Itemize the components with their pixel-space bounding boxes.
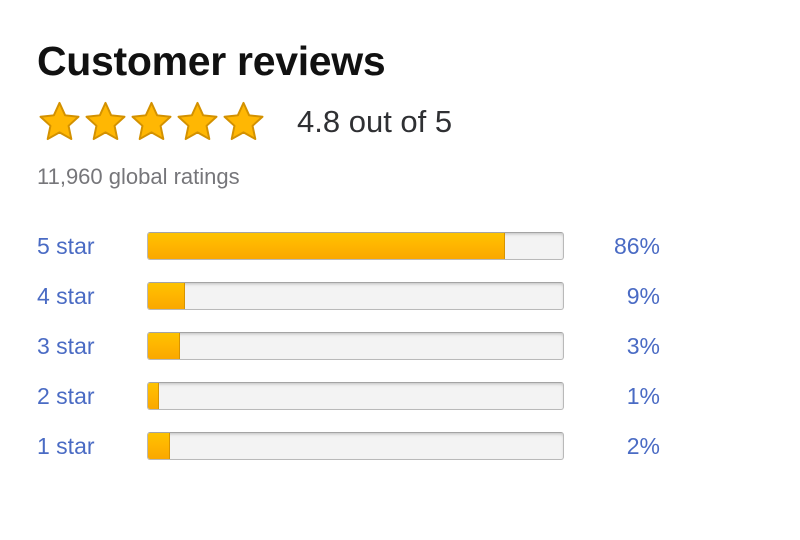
page-title: Customer reviews (37, 38, 386, 84)
average-rating-text: 4.8 out of 5 (297, 103, 453, 139)
rating-bar-track[interactable] (147, 282, 564, 311)
star-filled-icon (177, 101, 218, 140)
rating-bar-fill (148, 233, 505, 260)
rating-bar-track[interactable] (147, 432, 564, 461)
rating-percent-link[interactable]: 1% (626, 382, 660, 409)
rating-percent-link[interactable]: 86% (613, 232, 660, 259)
star-filled-icon (131, 101, 172, 140)
rating-bar-fill (148, 383, 159, 410)
star-label-link[interactable]: 5 star (37, 232, 95, 259)
rating-bar-track[interactable] (147, 232, 564, 261)
histogram-row: 3 star 3% (37, 321, 692, 371)
rating-bar-fill (148, 433, 170, 460)
rating-percent-link[interactable]: 9% (626, 282, 660, 309)
star-rating[interactable] (37, 100, 266, 143)
star-label-link[interactable]: 3 star (37, 332, 95, 359)
rating-percent-link[interactable]: 3% (626, 332, 660, 359)
rating-histogram: 5 star 86% 4 star 9% 3 star 3% 2 star 1% 1 star 2… (37, 221, 692, 471)
rating-bar-fill (148, 283, 186, 310)
histogram-row: 2 star 1% (37, 371, 692, 421)
star-label-link[interactable]: 4 star (37, 282, 95, 309)
histogram-row: 4 star 9% (37, 271, 692, 321)
star-filled-icon (85, 101, 126, 140)
average-rating-row: 4.8 out of 5 (37, 99, 800, 143)
rating-bar-fill (148, 333, 181, 360)
star-filled-icon (39, 101, 80, 140)
star-label-link[interactable]: 2 star (37, 382, 95, 409)
rating-bar-track[interactable] (147, 332, 564, 361)
histogram-row: 5 star 86% (37, 221, 692, 271)
global-ratings-count: 11,960 global ratings (37, 164, 240, 190)
rating-percent-link[interactable]: 2% (626, 432, 660, 459)
rating-bar-track[interactable] (147, 382, 564, 411)
star-filled-icon (223, 101, 264, 140)
histogram-row: 1 star 2% (37, 421, 692, 471)
star-label-link[interactable]: 1 star (37, 432, 95, 459)
